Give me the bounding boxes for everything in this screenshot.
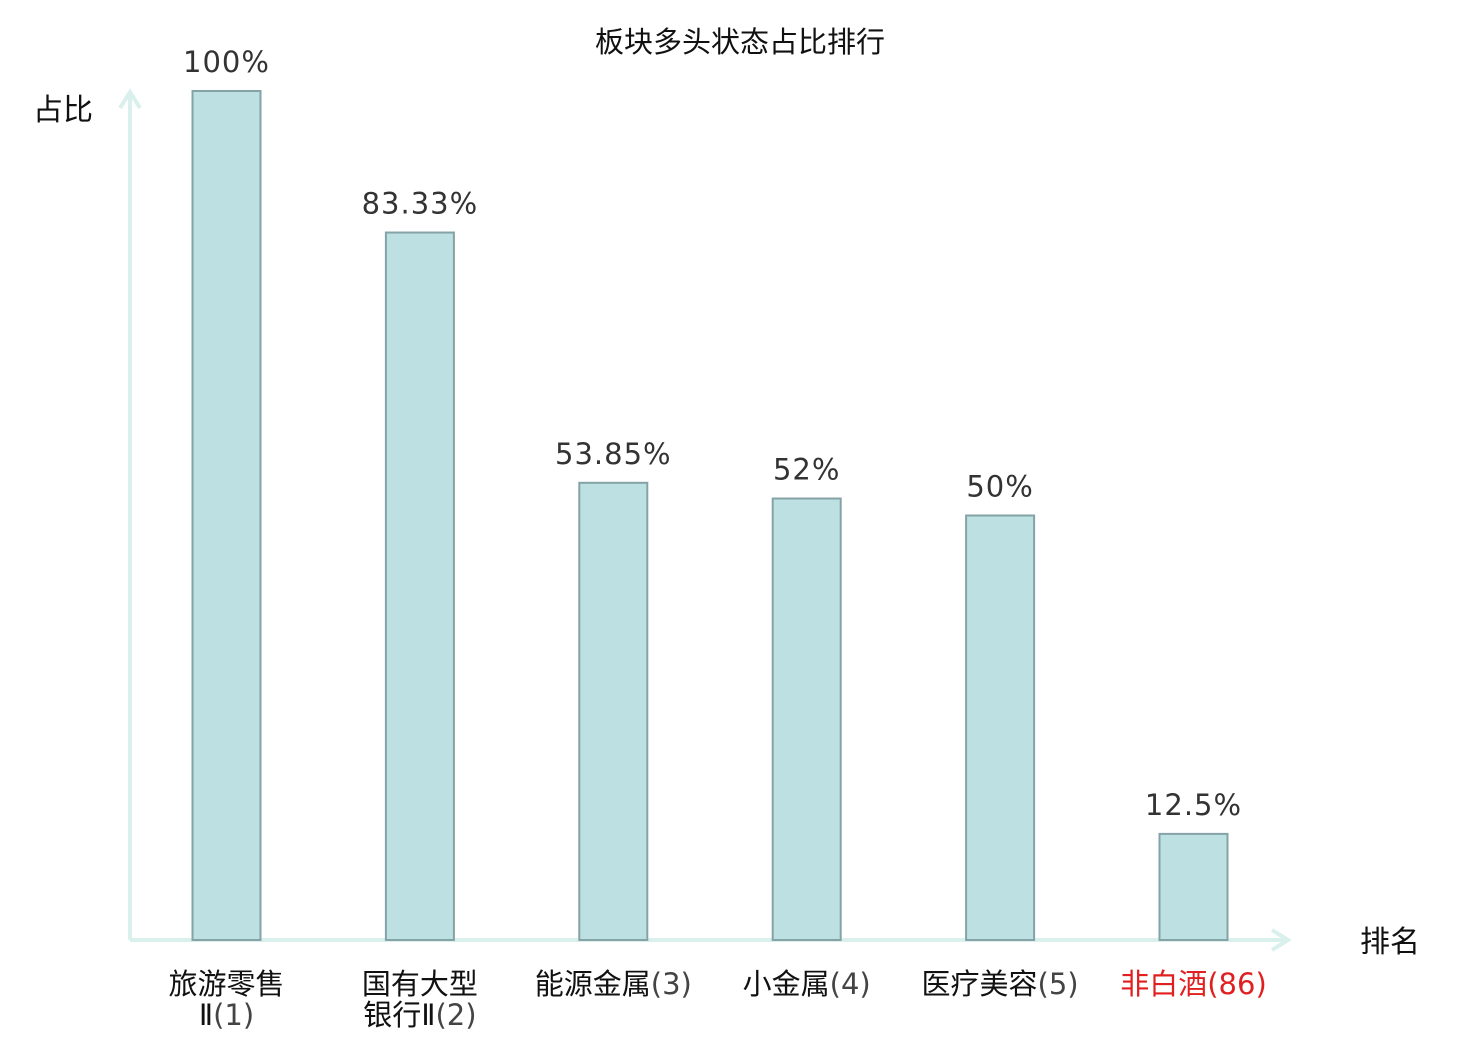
bar-3 — [578, 481, 649, 941]
y-axis-arrow — [118, 88, 142, 110]
category-labels-group: 旅游零售 Ⅱ(1) 国有大型银行Ⅱ(2) 能源金属(3) 小金属(4) 医疗美容(5) 非白… — [168, 967, 1266, 1032]
value-label-6: 12.5% — [1145, 788, 1242, 822]
value-label-1: 100% — [183, 45, 270, 79]
value-labels-group: 100% 83.33% 53.85% 52% 50% 12.5% — [183, 45, 1242, 822]
bar-4 — [771, 497, 842, 941]
value-label-2: 83.33% — [362, 187, 479, 221]
category-label-5: 医疗美容(5) — [922, 967, 1079, 1001]
axes — [118, 88, 1292, 952]
y-axis-label: 占比 — [33, 93, 93, 128]
value-label-5: 50% — [966, 470, 1033, 504]
x-axis-arrow — [1270, 928, 1292, 952]
category-label-6: 非白酒(86) — [1120, 967, 1267, 1001]
bar-1 — [191, 90, 262, 941]
category-label-4: 小金属(4) — [743, 967, 871, 1001]
value-label-4: 52% — [773, 453, 840, 487]
chart-title: 板块多头状态占比排行 — [595, 25, 885, 59]
category-label-2: 国有大型银行Ⅱ(2) — [362, 967, 478, 1032]
bar-2 — [384, 231, 455, 941]
category-label-3: 能源金属(3) — [535, 967, 692, 1001]
category-label-1: 旅游零售 Ⅱ(1) — [168, 967, 284, 1032]
bars-group — [191, 90, 1229, 941]
bar-5 — [965, 514, 1036, 941]
x-axis-label: 排名 — [1360, 925, 1420, 960]
value-label-3: 53.85% — [555, 437, 672, 471]
bar-6 — [1158, 832, 1229, 941]
